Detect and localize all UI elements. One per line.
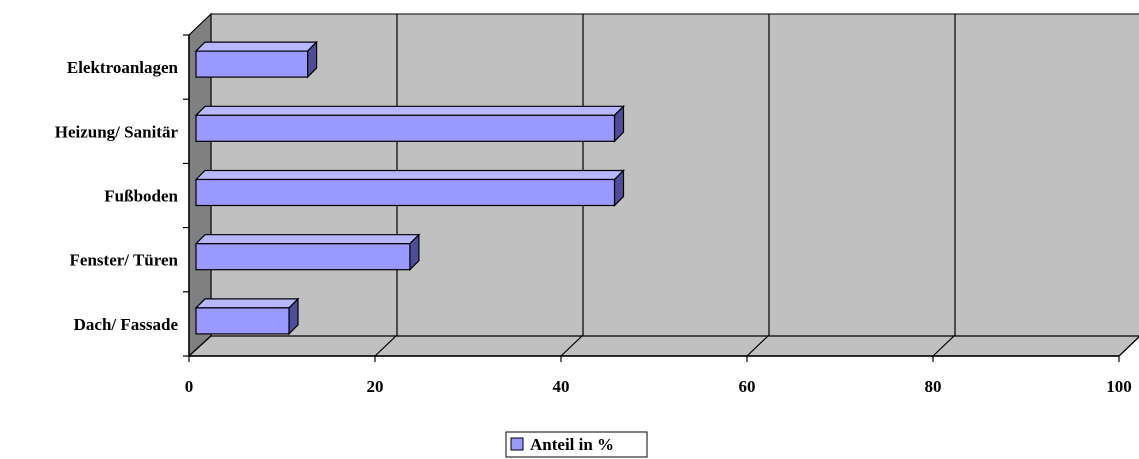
- bars: [194, 40, 625, 336]
- category-label: Fenster/ Türen: [70, 251, 179, 270]
- bar-top-face: [194, 105, 625, 116]
- axes: [188, 35, 1119, 357]
- bar: [194, 297, 300, 336]
- gridline: [932, 14, 956, 357]
- bar: [194, 40, 319, 79]
- x-tick-label: 80: [925, 377, 942, 396]
- x-tick-labels: 0 20 40 60 80 100: [185, 377, 1132, 396]
- legend-box: [505, 431, 648, 458]
- category-labels: Elektroanlagen Heizung/ Sanitär Fußboden Fe…: [55, 58, 179, 334]
- bar: [194, 169, 625, 207]
- legend-swatch: [510, 437, 524, 451]
- x-tick-label: 100: [1106, 377, 1132, 396]
- category-label: Fußboden: [104, 187, 178, 206]
- bar-front-face: [195, 307, 290, 335]
- bar-front-face: [195, 114, 616, 142]
- category-label: Elektroanlagen: [67, 58, 179, 77]
- bar: [194, 104, 625, 143]
- x-tick-label: 20: [367, 377, 384, 396]
- legend: Anteil in %: [505, 431, 648, 458]
- bar-top-face: [194, 234, 421, 245]
- legend-label: Anteil in %: [530, 435, 614, 454]
- bar-front-face: [195, 243, 411, 271]
- bar-top-face: [194, 298, 300, 309]
- bar-front-face: [195, 50, 309, 78]
- category-label: Dach/ Fassade: [74, 315, 179, 334]
- bar-top-face: [194, 41, 319, 52]
- bar-front-face: [195, 178, 616, 207]
- x-tick-label: 60: [739, 377, 756, 396]
- axis-ticks: [183, 34, 1120, 362]
- x-tick-label: 40: [553, 377, 570, 396]
- x-tick-label: 0: [185, 377, 194, 396]
- gridline: [1118, 336, 1139, 357]
- bar: [194, 233, 421, 272]
- bar-top-face: [194, 169, 625, 181]
- plot-floor: [187, 335, 1139, 357]
- gridline: [746, 14, 770, 357]
- category-label: Heizung/ Sanitär: [55, 122, 179, 141]
